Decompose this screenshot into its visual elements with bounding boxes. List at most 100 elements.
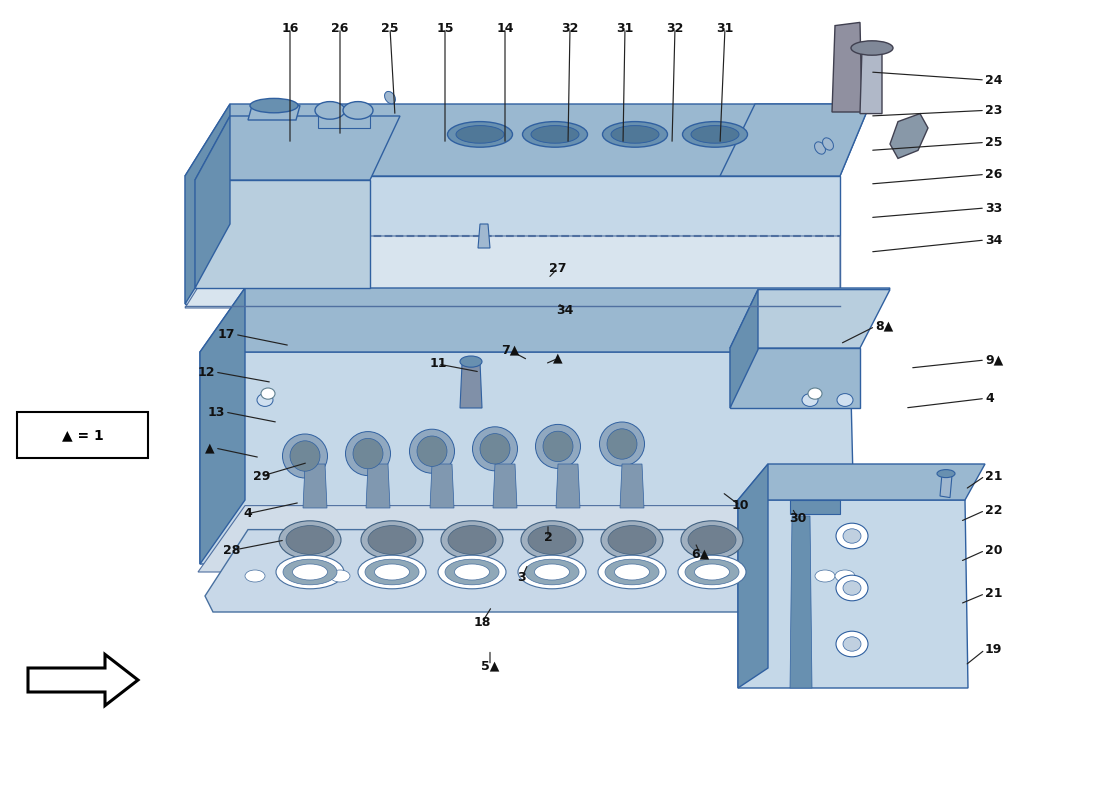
- Text: 13: 13: [208, 406, 226, 418]
- Polygon shape: [200, 288, 890, 352]
- Ellipse shape: [446, 559, 499, 585]
- Text: 34: 34: [984, 234, 1002, 246]
- Polygon shape: [366, 464, 390, 508]
- Polygon shape: [860, 48, 882, 114]
- Ellipse shape: [688, 526, 736, 554]
- Text: 16: 16: [282, 22, 299, 34]
- Polygon shape: [720, 104, 870, 176]
- Ellipse shape: [358, 555, 426, 589]
- Ellipse shape: [681, 521, 742, 559]
- Text: 9▲: 9▲: [984, 354, 1003, 366]
- Text: 18: 18: [473, 616, 491, 629]
- Ellipse shape: [353, 438, 383, 469]
- Ellipse shape: [678, 555, 746, 589]
- Text: 34: 34: [557, 304, 574, 317]
- Text: 10: 10: [732, 499, 749, 512]
- Text: a passion for parts since 1985: a passion for parts since 1985: [371, 405, 630, 523]
- Polygon shape: [730, 348, 860, 408]
- Ellipse shape: [608, 526, 656, 554]
- Polygon shape: [430, 464, 454, 508]
- Ellipse shape: [361, 521, 424, 559]
- Ellipse shape: [691, 126, 739, 143]
- Polygon shape: [185, 104, 230, 304]
- Text: 21: 21: [984, 470, 1002, 482]
- Text: eurospares: eurospares: [255, 266, 705, 502]
- Ellipse shape: [417, 436, 447, 466]
- Text: 4: 4: [984, 392, 993, 405]
- Ellipse shape: [598, 555, 666, 589]
- Ellipse shape: [374, 564, 409, 580]
- Ellipse shape: [536, 424, 581, 468]
- Polygon shape: [940, 474, 952, 498]
- Text: 32: 32: [667, 22, 684, 34]
- Ellipse shape: [823, 138, 834, 150]
- Polygon shape: [200, 352, 855, 564]
- Text: 7▲: 7▲: [500, 344, 519, 357]
- Polygon shape: [195, 180, 370, 288]
- Circle shape: [843, 637, 861, 651]
- Ellipse shape: [835, 570, 855, 582]
- Text: 25: 25: [984, 136, 1002, 149]
- Text: 21: 21: [984, 587, 1002, 600]
- Polygon shape: [730, 290, 890, 348]
- Ellipse shape: [245, 570, 265, 582]
- Circle shape: [257, 394, 273, 406]
- Ellipse shape: [851, 41, 893, 55]
- Ellipse shape: [293, 564, 328, 580]
- Ellipse shape: [279, 521, 341, 559]
- Polygon shape: [738, 464, 984, 500]
- FancyBboxPatch shape: [16, 412, 148, 458]
- Text: 17: 17: [218, 328, 235, 341]
- Text: 26: 26: [331, 22, 349, 34]
- Polygon shape: [185, 104, 870, 176]
- Text: 25: 25: [382, 22, 398, 34]
- Circle shape: [802, 394, 818, 406]
- Ellipse shape: [521, 521, 583, 559]
- Polygon shape: [790, 500, 840, 514]
- Text: 32: 32: [561, 22, 579, 34]
- Polygon shape: [738, 500, 968, 688]
- Ellipse shape: [535, 564, 570, 580]
- Ellipse shape: [330, 570, 350, 582]
- Polygon shape: [493, 464, 517, 508]
- Ellipse shape: [448, 526, 496, 554]
- Ellipse shape: [528, 526, 576, 554]
- Polygon shape: [738, 464, 768, 688]
- Text: 15: 15: [437, 22, 453, 34]
- Ellipse shape: [518, 555, 586, 589]
- Text: 2: 2: [543, 531, 552, 544]
- Polygon shape: [185, 176, 840, 304]
- Text: 8▲: 8▲: [874, 320, 893, 333]
- Polygon shape: [460, 362, 482, 408]
- Text: 24: 24: [984, 74, 1002, 86]
- Text: 28: 28: [223, 544, 241, 557]
- Ellipse shape: [438, 555, 506, 589]
- Ellipse shape: [615, 564, 649, 580]
- Text: 6▲: 6▲: [691, 547, 710, 560]
- Ellipse shape: [283, 434, 328, 478]
- Ellipse shape: [283, 559, 337, 585]
- Ellipse shape: [456, 126, 504, 143]
- Polygon shape: [302, 464, 327, 508]
- Ellipse shape: [448, 122, 513, 147]
- Circle shape: [261, 388, 275, 399]
- Ellipse shape: [286, 526, 334, 554]
- Ellipse shape: [480, 434, 510, 464]
- Circle shape: [836, 575, 868, 601]
- Text: 14: 14: [496, 22, 514, 34]
- Text: 5▲: 5▲: [481, 659, 499, 672]
- Polygon shape: [195, 116, 400, 180]
- Text: 31: 31: [616, 22, 634, 34]
- Text: 11: 11: [429, 358, 447, 370]
- Text: 3: 3: [518, 571, 526, 584]
- Ellipse shape: [682, 122, 748, 147]
- Text: 23: 23: [984, 104, 1002, 117]
- Polygon shape: [790, 516, 812, 688]
- Text: ▲: ▲: [206, 442, 214, 454]
- Polygon shape: [730, 290, 758, 408]
- Ellipse shape: [290, 441, 320, 471]
- Text: 19: 19: [984, 643, 1002, 656]
- Text: 30: 30: [790, 512, 806, 525]
- Ellipse shape: [454, 564, 490, 580]
- Ellipse shape: [600, 422, 645, 466]
